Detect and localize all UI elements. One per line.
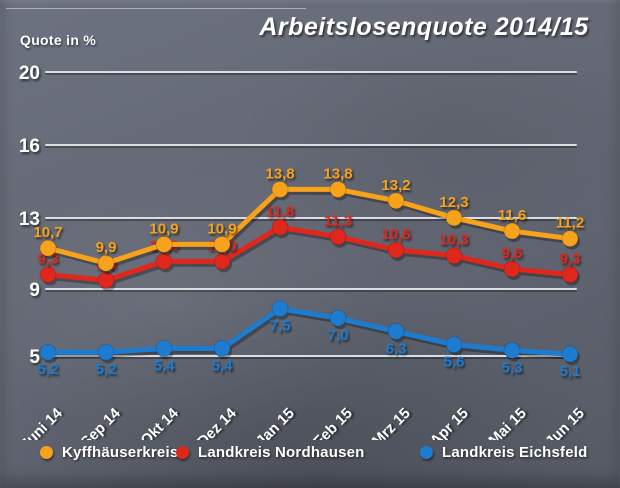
data-point: [97, 254, 115, 272]
data-point: [97, 343, 115, 361]
chart-title: Arbeitslosenquote 2014/15: [259, 13, 589, 41]
data-point: [271, 180, 289, 198]
data-label: 11,2: [556, 215, 584, 232]
data-label: 10,6: [381, 226, 410, 243]
legend-item-landkreis-eichsfeld: Landkreis Eichsfeld: [420, 444, 588, 461]
x-axis-label: Okt 14: [137, 404, 182, 440]
data-point: [155, 235, 173, 253]
data-point: [387, 192, 405, 210]
data-point: [387, 322, 405, 340]
data-label: 5,2: [96, 361, 117, 378]
y-tick-label: 9: [29, 280, 40, 301]
data-point: [271, 218, 289, 236]
data-label: 11,8: [266, 203, 294, 220]
data-label: 13,2: [381, 177, 410, 194]
legend-marker-icon: [40, 446, 53, 459]
data-point: [445, 336, 463, 354]
data-label: 7,0: [328, 327, 349, 344]
series-line: [45, 306, 573, 357]
x-axis-label: Mrz 15: [369, 405, 414, 440]
x-axis-label: Sep 14: [78, 404, 125, 440]
x-axis-label: Jan 15: [253, 405, 298, 440]
data-point: [329, 228, 347, 246]
data-label: 13,8: [265, 165, 294, 182]
data-point: [503, 260, 521, 278]
x-axis-label: Juni 14: [17, 404, 66, 440]
data-point: [271, 300, 289, 318]
y-tick-label: 20: [19, 63, 40, 84]
data-label: 13,8: [323, 165, 352, 182]
series-kyffh-userkreis: 10,7 9,9 10,9 10,9 13,8 13,8 13,2 12,3 11,6 11,2: [33, 165, 584, 275]
legend-marker-icon: [176, 446, 189, 459]
data-point: [155, 339, 173, 357]
x-axis-label: Apr 15: [427, 405, 472, 440]
legend-item-kyffh-userkreis: Kyffhäuserkreis: [40, 444, 178, 461]
data-label: 9,3: [560, 251, 581, 268]
y-tick-label: 13: [19, 209, 40, 230]
series-landkreis-nordhausen: 9,39,010,010,011,811,310,610,39,69,3: [38, 203, 581, 292]
data-point: [329, 309, 347, 327]
data-label: 5,3: [502, 359, 523, 376]
data-label: 9,3: [38, 251, 59, 268]
data-label: 12,3: [439, 194, 468, 211]
data-point: [39, 239, 57, 257]
x-axis-label: Mai 15: [485, 405, 529, 440]
data-label: 9,6: [502, 245, 523, 262]
data-point: [155, 252, 173, 270]
data-point: [387, 241, 405, 259]
x-axis-label: Dez 14: [194, 404, 240, 440]
data-point: [445, 247, 463, 265]
data-label: 11,3: [324, 213, 352, 230]
data-label: 5,2: [38, 361, 59, 378]
data-point: [561, 345, 579, 363]
data-label: 10,9: [149, 220, 178, 237]
data-point: [329, 180, 347, 198]
x-axis-label: Jun 15: [542, 405, 588, 440]
data-label: 5,4: [154, 357, 176, 374]
data-point: [503, 341, 521, 359]
data-point: [213, 235, 231, 253]
data-point: [213, 252, 231, 270]
legend-marker-icon: [420, 446, 433, 459]
series-line: [45, 186, 573, 266]
series-line: [45, 224, 573, 283]
data-point: [97, 271, 115, 289]
legend-label: Landkreis Nordhausen: [198, 444, 365, 461]
legend-item-landkreis-nordhausen: Landkreis Nordhausen: [176, 444, 365, 461]
legend: Kyffhäuserkreis Landkreis Nordhausen Landk…: [0, 444, 620, 476]
data-label: 5,1: [560, 363, 581, 380]
data-label: 5,6: [444, 354, 465, 371]
data-point: [561, 230, 579, 248]
data-label: 10,3: [439, 232, 468, 249]
series-landkreis-eichsfeld: 5,2 5,2 5,4 5,4 7,5 7,0 6,3 5,6 5,3 5,1: [38, 300, 581, 380]
data-label: 6,3: [386, 340, 407, 357]
data-point: [39, 343, 57, 361]
data-point: [39, 266, 57, 284]
legend-label: Landkreis Eichsfeld: [442, 444, 588, 461]
data-point: [445, 209, 463, 227]
data-label: 5,4: [212, 357, 234, 374]
data-point: [561, 266, 579, 284]
y-tick-label: 5: [29, 347, 40, 368]
y-axis-title: Quote in %: [20, 32, 97, 48]
data-label: 7,5: [270, 318, 291, 335]
y-tick-label: 16: [19, 136, 40, 157]
x-axis-label: Feb 15: [310, 405, 356, 440]
data-point: [213, 339, 231, 357]
top-edge-highlight: [6, 8, 306, 9]
data-label: 9,9: [96, 239, 117, 256]
data-point: [503, 222, 521, 240]
line-chart: 20 16 13 9 5 Juni 14 Sep 14 Okt 14 Dez 14 Jan 15 F…: [17, 63, 588, 440]
legend-label: Kyffhäuserkreis: [62, 444, 179, 461]
data-label: 10,9: [207, 220, 236, 237]
data-label: 10,7: [33, 224, 62, 241]
data-label: 11,6: [498, 207, 526, 224]
